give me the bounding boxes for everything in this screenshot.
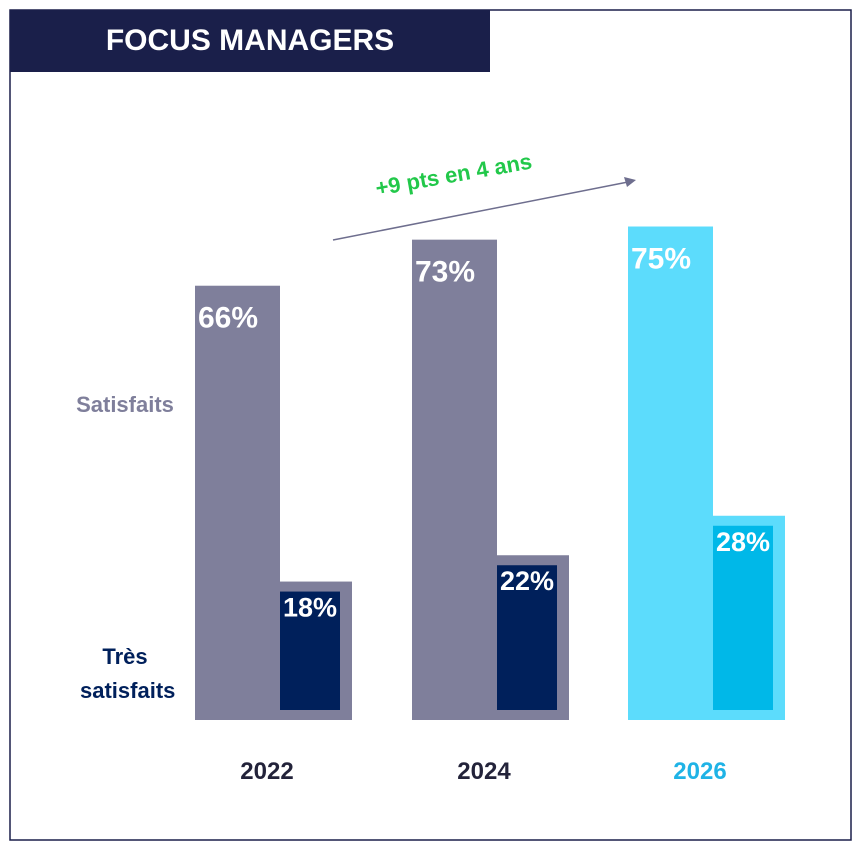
value-label: 18% (283, 593, 337, 623)
title-box (10, 10, 490, 72)
value-label: 73% (415, 256, 475, 289)
series-label: Satisfaits (76, 392, 174, 417)
value-label: 28% (716, 527, 770, 557)
annotation: +9 pts en 4 ans (374, 149, 534, 201)
series-label: Très satisfaits (80, 644, 176, 703)
trend-arrow (332, 181, 629, 241)
bar (713, 525, 773, 710)
chart-title: FOCUS MANAGERS (106, 24, 394, 57)
x-tick-label: 2026 (673, 758, 726, 785)
arrow-head (624, 177, 636, 187)
bar (412, 239, 497, 720)
value-label: 22% (500, 566, 554, 596)
bar (497, 565, 557, 710)
bar (280, 591, 340, 710)
bar (195, 285, 280, 720)
bar (628, 226, 713, 720)
value-label: 75% (631, 243, 691, 276)
value-label: 66% (198, 302, 258, 335)
x-tick-label: 2022 (240, 758, 293, 785)
x-tick-label: 2024 (457, 758, 511, 785)
